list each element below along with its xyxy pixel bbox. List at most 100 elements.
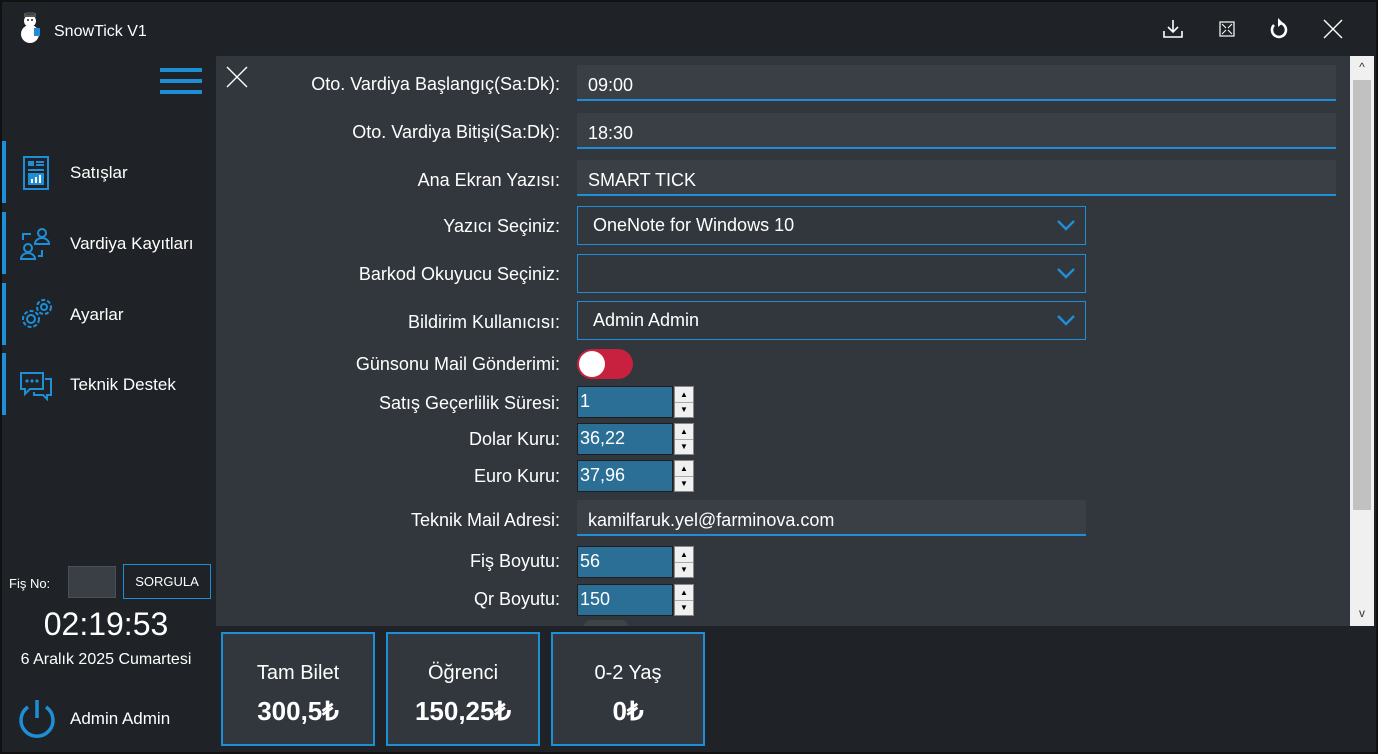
notify-user-select[interactable]: Admin Admin [577, 301, 1086, 340]
ticket-price: 300,5₺ [257, 696, 339, 726]
receipt-size-stepper[interactable]: 56 ▲ ▼ [577, 546, 695, 578]
qr-size-stepper[interactable]: 150 ▲ ▼ [577, 584, 695, 616]
ticket-name: Tam Bilet [256, 662, 340, 684]
stepper-up-icon[interactable]: ▲ [675, 547, 693, 563]
sidebar-item-shift-records[interactable]: Vardiya Kayıtları [2, 212, 216, 274]
dollar-stepper[interactable]: 36,22 ▲ ▼ [577, 423, 695, 455]
stepper-down-icon[interactable]: ▼ [680, 405, 688, 414]
scroll-down-icon[interactable]: v [1359, 606, 1365, 620]
printer-label: Yazıcı Seçiniz: [443, 216, 560, 236]
validity-label: Satış Geçerlilik Süresi: [378, 393, 560, 413]
euro-stepper[interactable]: 37,96 ▲ ▼ [577, 460, 695, 492]
tech-mail-label: Teknik Mail Adresi: [410, 510, 560, 530]
sidebar-item-label: Ayarlar [70, 305, 124, 324]
download-icon[interactable] [1160, 16, 1186, 42]
ticket-full[interactable]: Tam Bilet 300,5₺ [221, 632, 375, 746]
stepper-buttons: ▲ ▼ [674, 546, 694, 578]
sidebar-item-sales[interactable]: Satışlar [2, 141, 216, 203]
shift-end-label: Oto. Vardiya Bitişi(Sa:Dk): [352, 122, 560, 142]
sales-report-icon [23, 156, 49, 190]
euro-label: Euro Kuru: [473, 466, 560, 486]
sidebar-item-label: Vardiya Kayıtları [70, 234, 194, 253]
snowman-logo-icon [21, 12, 40, 43]
nav-indicator [2, 283, 6, 345]
tech-mail-field[interactable]: kamilfaruk.yel@farminova.com [577, 500, 1086, 536]
stepper-up-icon[interactable]: ▲ [675, 387, 693, 403]
stepper-down-icon[interactable]: ▼ [680, 442, 688, 451]
nav-indicator [2, 353, 6, 415]
stepper-up-icon[interactable]: ▲ [675, 461, 693, 477]
stepper-down-icon[interactable]: ▼ [680, 565, 688, 574]
ticket-student[interactable]: Öğrenci 150,25₺ [386, 632, 540, 746]
chevron-down-icon [1057, 268, 1075, 279]
dollar-value[interactable]: 36,22 [577, 423, 673, 455]
receipt-size-value[interactable]: 56 [577, 546, 673, 578]
stepper-down-icon[interactable]: ▼ [680, 603, 688, 612]
scroll-up-icon[interactable]: ^ [1359, 60, 1365, 74]
validity-value[interactable]: 1 [577, 386, 673, 418]
refresh-icon[interactable] [1266, 16, 1292, 42]
close-panel-icon[interactable] [226, 66, 248, 88]
query-button[interactable]: SORGULA [123, 564, 211, 599]
printer-select[interactable]: OneNote for Windows 10 [577, 206, 1086, 245]
printer-select-value: OneNote for Windows 10 [593, 215, 795, 235]
scrollbar-thumb[interactable] [1353, 80, 1371, 510]
sidebar-item-label: Satışlar [70, 163, 128, 182]
qr-size-value[interactable]: 150 [577, 584, 673, 616]
barcode-select[interactable] [577, 254, 1086, 293]
stepper-up-icon[interactable]: ▲ [675, 424, 693, 440]
ticket-price: 150,25₺ [414, 696, 512, 726]
euro-value[interactable]: 37,96 [577, 460, 673, 492]
home-text-field[interactable]: SMART TICK [577, 160, 1336, 196]
ticket-infant[interactable]: 0-2 Yaş 0₺ [551, 632, 705, 746]
date-label: 6 Aralık 2025 Cumartesi [20, 651, 192, 668]
stepper-down-icon[interactable]: ▼ [680, 479, 688, 488]
eod-mail-label: Günsonu Mail Gönderimi: [355, 354, 560, 374]
home-text-label: Ana Ekran Yazısı: [417, 170, 560, 190]
partial-toggle[interactable] [584, 620, 628, 626]
fullscreen-icon[interactable] [1214, 16, 1240, 42]
sidebar: Satışlar Vardiya Kayıtları Ayarlar Tek [2, 56, 216, 752]
ticket-price: 0₺ [612, 696, 644, 726]
shift-end-field[interactable]: 18:30 [577, 113, 1336, 149]
title-bar: SnowTick V1 [2, 2, 1376, 56]
nav-indicator [2, 212, 6, 274]
stepper-buttons: ▲ ▼ [674, 423, 694, 455]
chevron-down-icon [1057, 220, 1075, 231]
sidebar-item-tech-support[interactable]: Teknik Destek [2, 353, 216, 415]
user-name: Admin Admin [70, 709, 171, 728]
receipt-size-label: Fiş Boyutu: [469, 551, 560, 571]
hamburger-menu-icon[interactable] [160, 66, 202, 96]
stepper-buttons: ▲ ▼ [674, 584, 694, 616]
sidebar-item-settings[interactable]: Ayarlar [2, 283, 216, 345]
ticket-name: 0-2 Yaş [594, 662, 662, 684]
ticket-name: Öğrenci [427, 662, 499, 684]
stepper-up-icon[interactable]: ▲ [675, 585, 693, 601]
sidebar-item-label: Teknik Destek [70, 375, 176, 394]
receipt-no-label: Fiş No: [9, 576, 51, 591]
power-icon[interactable] [16, 698, 58, 740]
gears-icon [22, 299, 52, 328]
dollar-label: Dolar Kuru: [468, 429, 560, 449]
qr-size-label: Qr Boyutu: [473, 589, 560, 609]
shift-users-icon [19, 228, 51, 260]
shift-start-field[interactable]: 09:00 [577, 65, 1336, 101]
stepper-buttons: ▲ ▼ [674, 386, 694, 418]
ticket-bar: Tam Bilet 300,5₺ Öğrenci 150,25₺ 0-2 Yaş… [216, 626, 1376, 752]
eod-mail-toggle[interactable] [577, 349, 633, 379]
app-title: SnowTick V1 [54, 23, 147, 40]
barcode-label: Barkod Okuyucu Seçiniz: [358, 264, 560, 284]
stepper-buttons: ▲ ▼ [674, 460, 694, 492]
toggle-knob [579, 351, 605, 377]
nav-indicator [2, 141, 6, 203]
shift-start-label: Oto. Vardiya Başlangıç(Sa:Dk): [311, 74, 560, 94]
chat-support-icon [20, 372, 52, 402]
scrollbar[interactable]: ^ v [1350, 56, 1374, 626]
notify-user-label: Bildirim Kullanıcısı: [407, 312, 560, 332]
close-icon[interactable] [1320, 16, 1346, 42]
receipt-no-input[interactable] [68, 566, 116, 598]
clock: 02:19:53 [43, 606, 169, 642]
settings-panel: Oto. Vardiya Başlangıç(Sa:Dk): 09:00 Oto… [216, 56, 1350, 626]
validity-stepper[interactable]: 1 ▲ ▼ [577, 386, 695, 418]
